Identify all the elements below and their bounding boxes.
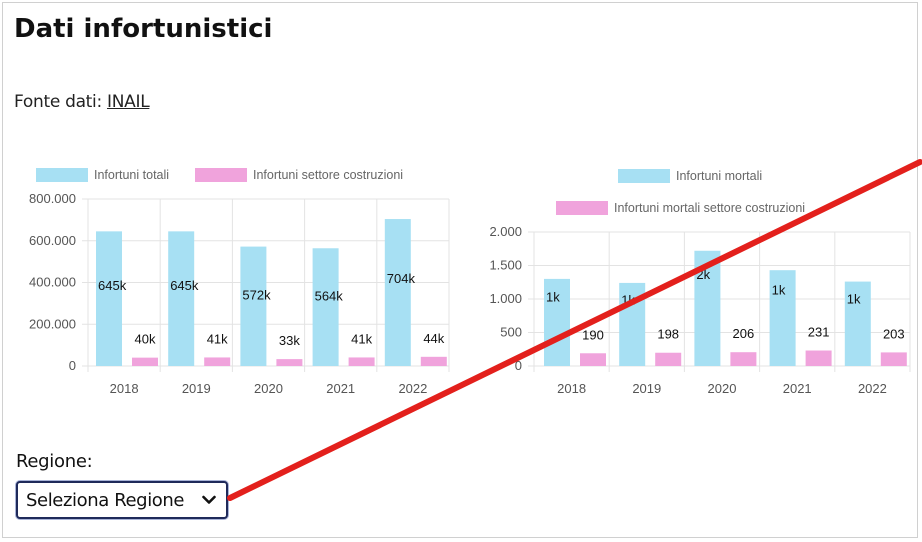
right-chart-data-label: 203 [883,326,905,341]
right-chart-x-tick-label: 2021 [783,381,812,396]
right-chart-legend-label: Infortuni mortali [676,169,762,183]
right-chart-bar-infortuni-mortali-settore-costruzioni [655,352,682,366]
right-chart-bar-infortuni-mortali-settore-costruzioni [880,352,907,366]
right-chart-data-label: 231 [808,325,830,340]
right-chart-legend-swatch [556,201,608,215]
left-chart-y-tick-label: 0 [69,358,76,373]
region-select[interactable]: Seleziona Regione [16,481,228,519]
right-chart-data-label: 1k [847,291,861,306]
left-chart-bar-infortuni-settore-costruzioni [204,357,231,366]
left-chart-y-tick-label: 400.000 [29,275,76,290]
left-chart-y-tick-label: 200.000 [29,316,76,331]
page-title: Dati infortunistici [14,14,273,44]
right-chart-y-tick-label: 500 [500,325,522,340]
right-chart-bar-infortuni-mortali-settore-costruzioni [805,350,832,366]
right-chart-y-tick-label: 0 [515,358,522,373]
left-chart-x-tick-label: 2018 [110,381,139,396]
left-chart-bar-infortuni-totali [96,231,122,366]
right-chart-data-label: 1k [772,282,786,297]
left-chart-y-tick-label: 600.000 [29,233,76,248]
source-prefix: Fonte dati: [14,92,102,112]
region-label: Regione: [16,451,93,472]
left-chart-data-label: 645k [170,278,199,293]
right-chart-data-label: 1k [621,293,635,308]
left-chart-data-label: 40k [135,332,156,347]
chevron-down-icon [202,495,216,504]
right-chart-y-tick-label: 2.000 [489,224,522,239]
left-chart-legend-swatch [36,168,88,182]
left-chart-bar-infortuni-settore-costruzioni [132,357,158,366]
right-chart-x-tick-label: 2020 [708,381,737,396]
right-chart-y-tick-label: 1.000 [489,291,522,306]
right-chart-bar-infortuni-mortali-settore-costruzioni [580,353,606,366]
right-chart-data-label: 198 [657,327,679,342]
left-chart-data-label: 645k [98,278,127,293]
source-link[interactable]: INAIL [107,92,150,112]
right-chart-x-tick-label: 2018 [557,381,586,396]
right-chart-legend-label: Infortuni mortali settore costruzioni [614,201,805,215]
right-chart-data-label: 1k [546,289,560,304]
left-chart-data-label: 41k [207,331,228,346]
left-chart-x-tick-label: 2019 [182,381,211,396]
left-chart-y-tick-label: 800.000 [29,191,76,206]
region-select-value: Seleziona Regione [26,489,185,511]
data-source: Fonte dati: INAIL [14,92,150,112]
right-chart-x-tick-label: 2019 [632,381,661,396]
right-chart-data-label: 2k [696,267,710,282]
left-chart-legend-label: Infortuni totali [94,168,169,182]
right-chart-y-tick-label: 1.500 [489,258,522,273]
right-chart-bar-infortuni-mortali-settore-costruzioni [730,352,757,366]
right-chart-legend-swatch [618,169,670,183]
right-chart-data-label: 190 [582,327,604,342]
right-chart-x-tick-label: 2022 [858,381,887,396]
right-chart-data-label: 206 [733,326,755,341]
left-chart-bar-infortuni-totali [168,231,195,366]
